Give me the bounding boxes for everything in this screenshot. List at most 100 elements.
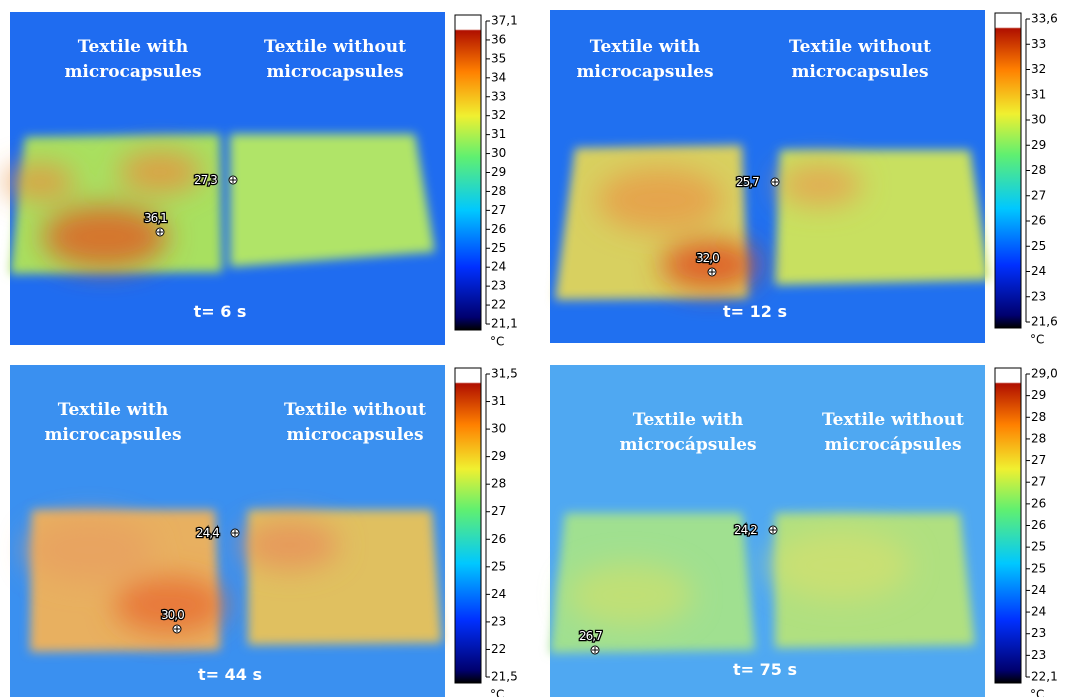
time-label: t= 44 s [198,665,262,684]
colorbar-tick-label: 24 [1031,264,1046,278]
spot-reading: 36,1 [144,211,167,225]
hot-zone [778,164,862,206]
spot-reading: 25,7 [736,175,759,189]
colorbar-tick-label: 31 [491,127,506,141]
textile-label: Textile with [633,410,743,430]
colorbar-tick-label: 28 [491,477,506,491]
colorbar-unit: °C [490,335,504,349]
colorbar-tick-label: 31 [1031,87,1046,101]
colorbar-tick-label: 26 [491,532,506,546]
thermal-panel: Textile with microcápsules Textile without… [550,365,1058,697]
colorbar [995,13,1021,328]
colorbar-tick-label: 25 [1031,561,1046,575]
textile-label: microcápsules [619,435,756,455]
textile-right [230,134,435,267]
colorbar-tick-label: 29 [1031,388,1046,402]
colorbar-tick-label: 32 [1031,62,1046,76]
hot-zone [567,564,693,627]
time-label: t= 12 s [723,302,787,321]
textile-label: microcapsules [791,62,928,82]
colorbar-tick-label: 31,5 [491,367,518,381]
colorbar-unit: °C [1030,688,1044,697]
colorbar-tick-label: 29 [1031,138,1046,152]
colorbar-tick-label: 21,6 [1031,315,1058,329]
colorbar-tick-label: 32 [491,108,506,122]
colorbar-tick-label: 25 [1031,239,1046,253]
textile-label: Textile with [590,37,700,57]
spot-reading: 30,0 [161,608,184,622]
textile-label: Textile with [58,400,168,420]
textile-label: microcapsules [266,62,403,82]
colorbar-tick-label: 26 [1031,496,1046,510]
textile-label: Textile without [789,37,931,57]
colorbar-tick-label: 29 [491,449,506,463]
thermal-panel: Textile with microcapsules Textile without… [550,10,1058,347]
textile-label: microcapsules [286,425,423,445]
hot-zone [241,521,339,570]
colorbar-tick-label: 24 [1031,605,1046,619]
colorbar-tick-label: 25 [491,559,506,573]
colorbar-tick-label: 30 [1031,113,1046,127]
colorbar-tick-label: 29 [491,165,506,179]
textile-label: microcapsules [576,62,713,82]
colorbar-tick-label: 31 [491,394,506,408]
colorbar-tick-label: 23 [1031,289,1046,303]
colorbar-tick-label: 26 [1031,518,1046,532]
colorbar-tick-label: 30 [491,422,506,436]
textile-label: microcápsules [824,435,961,455]
colorbar-tick-label: 28 [491,184,506,198]
hot-zone [770,530,910,600]
colorbar-tick-label: 25 [491,241,506,255]
colorbar-tick-label: 23 [491,279,506,293]
colorbar-tick-label: 26 [1031,214,1046,228]
colorbar-tick-label: 27 [1031,188,1046,202]
time-label: t= 6 s [194,302,247,321]
colorbar-tick-label: 22 [491,642,506,656]
thermal-panel: Textile with microcapsules Textile without… [5,12,518,349]
hot-zone [118,151,202,193]
textile-label: microcapsules [44,425,181,445]
colorbar-tick-label: 24 [491,587,506,601]
spot-reading: 26,7 [579,629,602,643]
spot-reading: 24,4 [196,526,219,540]
textile-label: Textile with [78,37,188,57]
spot-reading: 32,0 [696,251,719,265]
colorbar-tick-label: 24 [491,260,506,274]
spot-reading: 24,2 [734,523,757,537]
colorbar-unit: °C [490,688,504,697]
colorbar-tick-label: 21,1 [491,317,518,331]
colorbar-tick-label: 25 [1031,540,1046,554]
colorbar-tick-label: 22,1 [1031,670,1058,684]
colorbar-tick-label: 24 [1031,583,1046,597]
hot-zone [597,169,723,232]
textile-label: Textile without [284,400,426,420]
colorbar-tick-label: 27 [491,504,506,518]
colorbar-tick-label: 28 [1031,410,1046,424]
spot-reading: 27,3 [194,173,217,187]
colorbar-tick-label: 29,0 [1031,367,1058,381]
colorbar-tick-label: 23 [1031,626,1046,640]
textile-label: Textile without [822,410,964,430]
colorbar-tick-label: 35 [491,51,506,65]
hot-zone [661,241,759,290]
colorbar-tick-label: 23 [491,614,506,628]
colorbar-tick-label: 28 [1031,431,1046,445]
textile-label: microcapsules [64,62,201,82]
colorbar-tick-label: 21,5 [491,670,518,684]
colorbar-tick-label: 28 [1031,163,1046,177]
thermal-panel: Textile with microcapsules Textile without… [10,365,518,697]
time-label: t= 75 s [733,660,797,679]
hot-zone [27,519,153,582]
colorbar-tick-label: 27 [1031,475,1046,489]
hot-zone [5,165,75,200]
colorbar-tick-label: 30 [491,146,506,160]
colorbar [455,368,481,683]
colorbar-tick-label: 37,1 [491,14,518,28]
textile-label: Textile without [264,37,406,57]
colorbar-tick-label: 33,6 [1031,12,1058,26]
colorbar-tick-label: 33 [491,89,506,103]
colorbar-tick-label: 26 [491,222,506,236]
colorbar-tick-label: 27 [491,203,506,217]
colorbar-tick-label: 27 [1031,453,1046,467]
colorbar-tick-label: 23 [1031,648,1046,662]
